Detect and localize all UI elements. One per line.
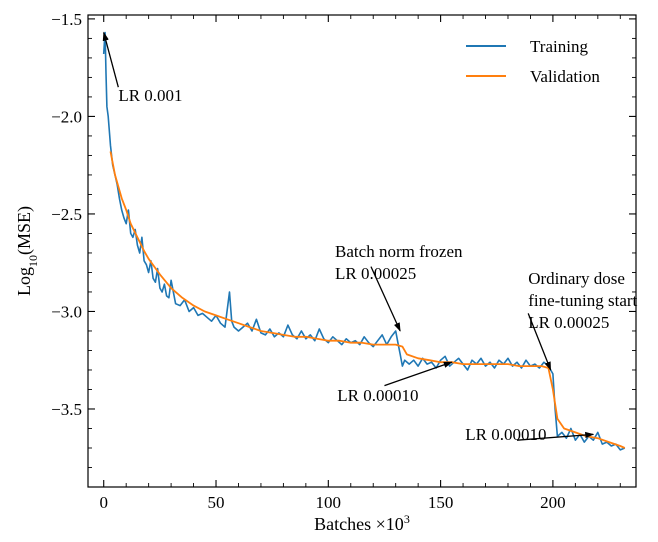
y-tick-label: −3.0	[51, 302, 82, 321]
annotation-text: LR 0.00025	[335, 264, 416, 283]
annotation-batch-norm: Batch norm frozen LR 0.00025	[335, 242, 463, 332]
series-line-validation	[109, 151, 626, 449]
plot-frame	[87, 14, 637, 488]
x-tick-label: 0	[99, 493, 108, 512]
annotation-text: fine-tuning start	[528, 291, 637, 310]
annotation-text: Ordinary dose	[528, 269, 625, 288]
series-line-training	[102, 31, 626, 451]
y-tick-label: −1.5	[51, 10, 82, 29]
legend-label-training: Training	[530, 37, 588, 56]
annotation-lr-00010-a: LR 0.00010	[337, 361, 453, 405]
x-tick-label: 200	[540, 493, 566, 512]
annotation-arrow	[102, 31, 119, 88]
y-axis-label: Log10(MSE)	[14, 206, 40, 296]
annotation-text: LR 0.00025	[528, 313, 609, 332]
annotation-text: LR 0.001	[118, 86, 182, 105]
y-tick-label: −2.5	[51, 205, 82, 224]
annotation-text: LR 0.00010	[465, 425, 546, 444]
annotation-arrow	[516, 431, 595, 441]
annotation-lr-00010-b: LR 0.00010	[465, 425, 595, 444]
legend: Training Validation	[466, 37, 600, 86]
annotation-arrow	[370, 266, 401, 332]
annotation-text: Batch norm frozen	[335, 242, 463, 261]
y-tick-label: −2.0	[51, 107, 82, 126]
annotation-arrow	[384, 361, 453, 387]
annotation-lr-0001: LR 0.001	[102, 31, 183, 105]
x-tick-label: 50	[208, 493, 225, 512]
x-tick-label: 150	[428, 493, 454, 512]
x-axis-label: Batches ×103	[314, 512, 410, 534]
annotation-ordinary-dose: Ordinary dose fine-tuning start LR 0.00025	[527, 269, 638, 371]
x-tick-label: 100	[316, 493, 342, 512]
y-tick-label: −3.5	[51, 400, 82, 419]
annotation-arrow	[527, 313, 552, 371]
legend-label-validation: Validation	[530, 67, 600, 86]
annotation-text: LR 0.00010	[337, 386, 418, 405]
